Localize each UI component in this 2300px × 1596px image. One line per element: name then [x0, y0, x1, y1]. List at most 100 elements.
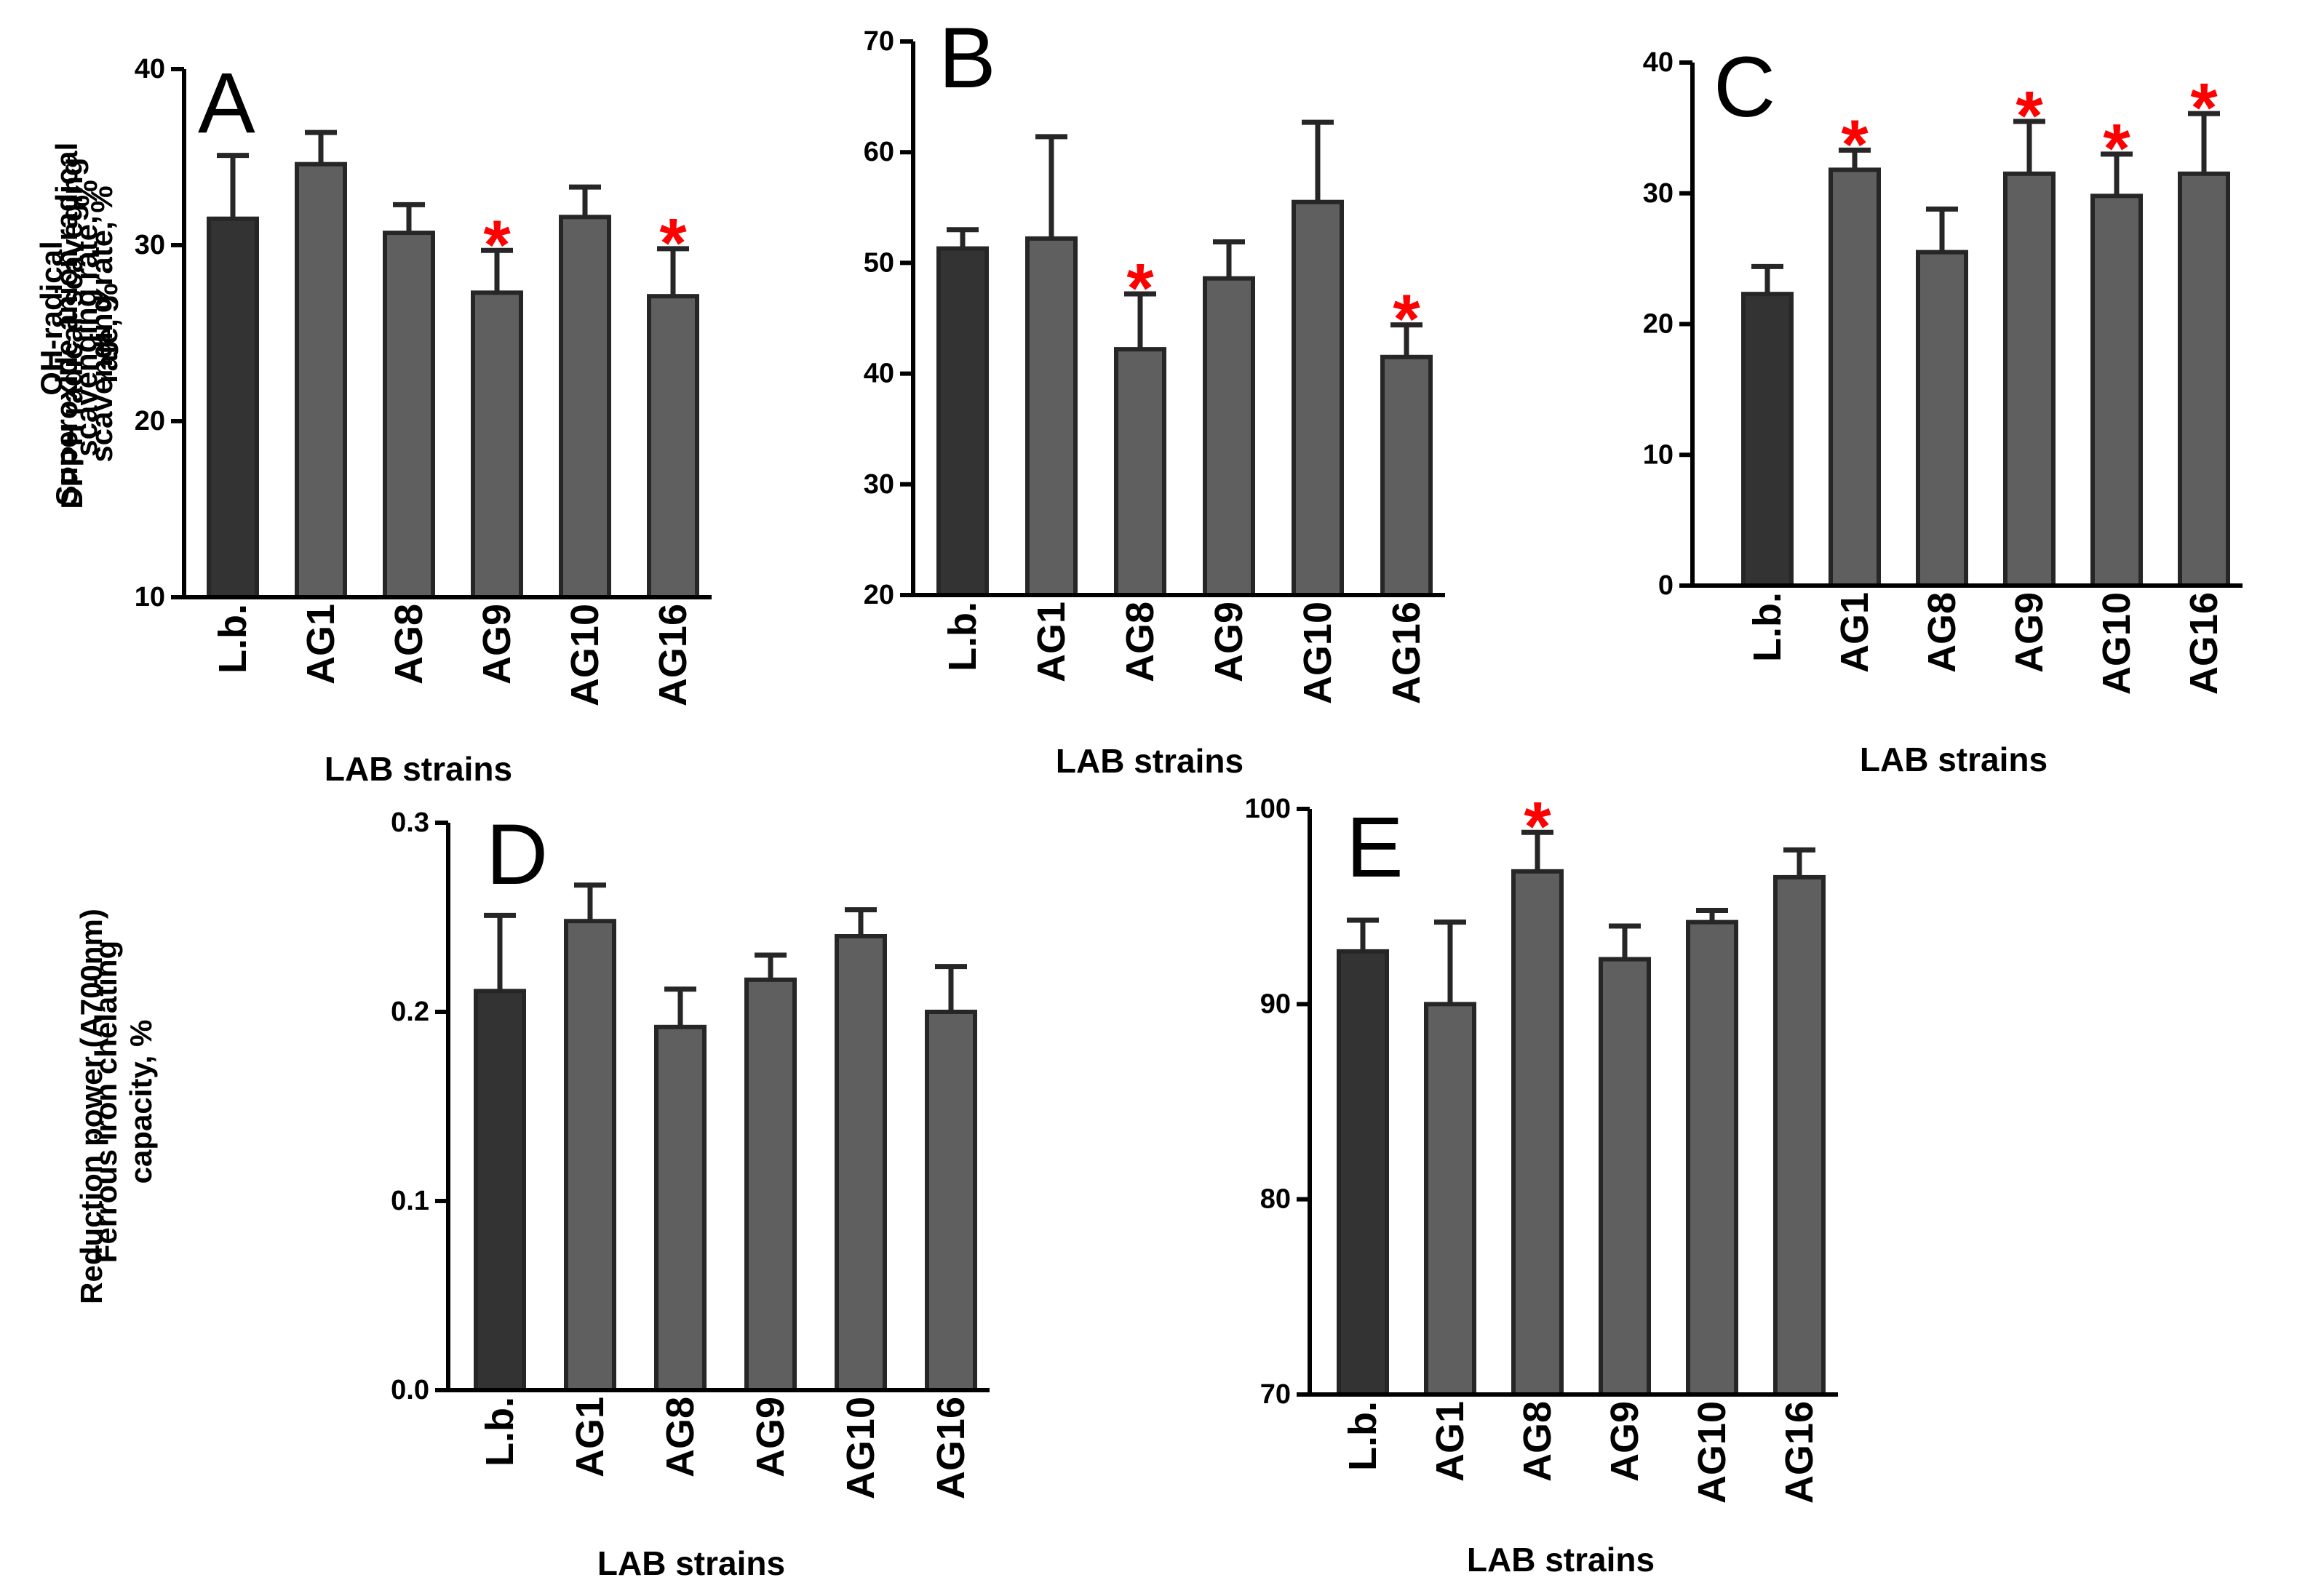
category-label-B-AG9: AG9 [1207, 602, 1251, 682]
y-tick-label-C-0: 0 [1658, 570, 1674, 601]
significance-star-A-AG16: * [659, 204, 687, 282]
category-label-B-AG1: AG1 [1030, 602, 1073, 682]
panel-letter-E: E [1346, 799, 1404, 895]
bar-B-AG1 [1025, 236, 1078, 597]
bar-E-L.b. [1337, 949, 1389, 1397]
y-axis-label-D: Reduction power (A700nm) [74, 909, 108, 1304]
significance-star-C-AG9: * [2016, 77, 2043, 155]
y-tick-label-D-0.3: 0.3 [391, 807, 429, 838]
bar-A-AG8 [383, 231, 435, 599]
category-label-B-AG16: AG16 [1385, 602, 1428, 704]
category-label-D-AG8: AG8 [658, 1397, 702, 1477]
category-label-B-AG8: AG8 [1118, 602, 1162, 682]
category-label-E-AG16: AG16 [1778, 1401, 1821, 1504]
category-label-A-AG8: AG8 [387, 604, 431, 685]
y-tick-label-C-40: 40 [1643, 47, 1674, 78]
bar-B-L.b. [936, 246, 989, 597]
bar-C-AG10 [2090, 193, 2143, 588]
category-label-C-AG16: AG16 [2182, 592, 2226, 695]
y-tick-label-A-20: 20 [135, 406, 165, 436]
y-tick-label-A-10: 10 [135, 582, 165, 613]
category-label-C-AG1: AG1 [1833, 592, 1877, 673]
significance-star-C-AG1: * [1841, 105, 1869, 183]
y-tick-label-B-30: 30 [864, 469, 894, 500]
category-label-D-AG1: AG1 [568, 1397, 612, 1477]
category-label-E-AG1: AG1 [1428, 1401, 1472, 1482]
category-label-A-AG1: AG1 [299, 604, 343, 685]
bar-D-AG16 [925, 1010, 977, 1392]
panel-letter-A: A [198, 55, 255, 151]
category-label-D-AG9: AG9 [749, 1397, 792, 1477]
significance-star-B-AG16: * [1393, 281, 1420, 359]
y-tick-label-B-20: 20 [864, 580, 894, 610]
bar-D-L.b. [474, 989, 526, 1392]
significance-star-C-AG16: * [2190, 69, 2218, 147]
y-axis-label-A: DPPH radical-scavegingrate, % [55, 157, 124, 508]
y-axis-label-B: OH-radicalscavenging rate, % [34, 180, 103, 456]
y-tick-label-C-20: 20 [1643, 309, 1674, 340]
y-tick-label-E-80: 80 [1260, 1184, 1291, 1215]
category-label-C-AG10: AG10 [2095, 592, 2138, 695]
category-label-E-AG10: AG10 [1690, 1401, 1734, 1504]
x-axis-label-E: LAB strains [1467, 1541, 1655, 1579]
y-tick-label-D-0.0: 0.0 [391, 1375, 429, 1405]
y-tick-label-B-40: 40 [864, 359, 894, 389]
category-label-C-AG9: AG9 [2007, 592, 2051, 673]
y-tick-label-A-30: 30 [135, 230, 165, 260]
bar-A-AG10 [559, 215, 611, 599]
bar-D-AG8 [654, 1024, 707, 1393]
panel-letter-D: D [486, 807, 548, 903]
y-tick-label-E-100: 100 [1245, 794, 1291, 824]
category-label-D-AG10: AG10 [839, 1397, 883, 1499]
x-axis-label-B: LAB strains [1056, 742, 1243, 780]
bar-C-AG8 [1916, 250, 1968, 588]
bar-D-AG9 [744, 977, 797, 1393]
bar-E-AG9 [1599, 957, 1651, 1397]
category-label-B-L.b.: L.b. [941, 602, 984, 671]
category-label-A-AG10: AG10 [563, 604, 607, 706]
bar-B-AG16 [1380, 354, 1433, 597]
x-axis-label-A: LAB strains [325, 750, 512, 788]
category-label-B-AG10: AG10 [1296, 602, 1340, 704]
bar-A-L.b. [207, 216, 259, 599]
y-tick-label-A-40: 40 [135, 54, 165, 84]
category-label-A-L.b.: L.b. [211, 604, 255, 674]
bar-E-AG16 [1773, 874, 1826, 1397]
bar-C-AG1 [1829, 167, 1881, 588]
significance-star-B-AG8: * [1126, 250, 1154, 327]
category-label-E-AG9: AG9 [1603, 1401, 1647, 1482]
bar-C-L.b. [1741, 292, 1794, 588]
bar-E-AG10 [1686, 919, 1738, 1397]
chart-panel-C: L.b.*AG1 AG8*AG9*AG10*AG16010203040Supero… [49, 39, 2243, 778]
panel-letter-B: B [939, 10, 996, 106]
y-tick-label-D-0.1: 0.1 [391, 1186, 429, 1216]
y-tick-label-C-30: 30 [1643, 178, 1674, 209]
significance-star-A-AG9: * [483, 206, 511, 284]
bar-A-AG1 [295, 161, 347, 599]
bar-C-AG9 [2003, 171, 2056, 588]
category-label-D-L.b.: L.b. [478, 1397, 522, 1467]
y-tick-label-E-90: 90 [1260, 989, 1291, 1019]
bar-D-AG1 [564, 919, 616, 1392]
x-axis-label-D: LAB strains [597, 1544, 785, 1582]
x-axis-label-C: LAB strains [1860, 741, 2048, 778]
category-label-D-AG16: AG16 [929, 1397, 973, 1499]
y-tick-label-B-60: 60 [864, 137, 894, 167]
chart-panel-D: L.b. AG1 AG8 AG9 AG10 AG16 0.0 0.1 0.2 0.3 Reducti… [74, 807, 990, 1582]
panel-letter-C: C [1714, 39, 1775, 135]
y-tick-label-E-70: 70 [1260, 1379, 1291, 1410]
bar-D-AG10 [835, 934, 887, 1392]
y-tick-label-D-0.2: 0.2 [391, 997, 429, 1027]
bar-B-AG9 [1203, 276, 1255, 597]
significance-star-E-AG8: * [1524, 788, 1551, 866]
bar-A-AG16 [647, 294, 699, 599]
bar-E-AG8 [1511, 869, 1564, 1397]
category-label-E-L.b.: L.b. [1341, 1401, 1385, 1471]
chart-panel-A: L.b. AG1 AG8 * AG9 AG10 * AG16 10 20 30 40 DPPH radi… [55, 54, 712, 788]
y-tick-label-B-50: 50 [864, 247, 894, 278]
y-axis-label-E: Ferrous iron chelatingcapacity, % [89, 941, 158, 1263]
category-label-C-AG8: AG8 [1920, 592, 1964, 673]
bar-A-AG9 [471, 290, 523, 599]
chart-panel-E: L.b. AG1 * AG8 AG9 AG10 AG16 70 80 90 100 Ferrous i… [89, 788, 1838, 1579]
y-tick-label-B-70: 70 [864, 26, 894, 57]
